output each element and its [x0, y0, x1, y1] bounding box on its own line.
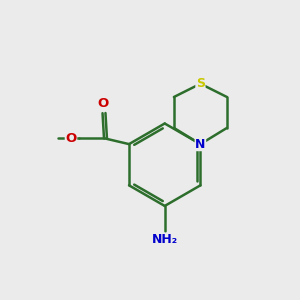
Text: O: O — [97, 97, 108, 110]
Text: NH₂: NH₂ — [152, 233, 178, 246]
Text: O: O — [65, 132, 76, 145]
Text: N: N — [195, 138, 206, 151]
Text: S: S — [196, 77, 205, 90]
